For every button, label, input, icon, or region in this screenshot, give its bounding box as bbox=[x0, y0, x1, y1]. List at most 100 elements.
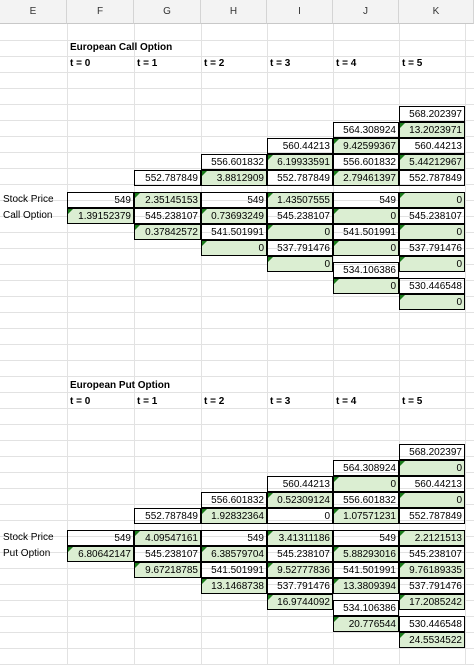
formula-indicator-icon bbox=[400, 595, 405, 600]
put-cell[interactable]: 17.2085242 bbox=[399, 594, 465, 610]
put-cell[interactable]: 560.44213 bbox=[399, 476, 465, 492]
call-cell[interactable]: 541.501991 bbox=[333, 224, 399, 240]
call-cell[interactable]: 541.501991 bbox=[201, 224, 267, 240]
call-cell[interactable]: 0 bbox=[399, 294, 465, 310]
column-header-e[interactable]: E bbox=[0, 0, 67, 24]
put-cell[interactable]: 24.5534522 bbox=[399, 632, 465, 648]
put-cell[interactable]: 20.776544 bbox=[333, 616, 399, 632]
call-cell[interactable]: 9.42599367 bbox=[333, 138, 399, 154]
put-cell[interactable]: 0 bbox=[267, 508, 333, 524]
call-cell[interactable]: 0 bbox=[201, 240, 267, 256]
put-cell[interactable]: 2.2121513 bbox=[399, 530, 465, 546]
put-cell[interactable]: 4.09547161 bbox=[134, 530, 201, 546]
formula-indicator-icon bbox=[268, 563, 273, 568]
put-cell[interactable]: 1.92832364 bbox=[201, 508, 267, 524]
put-cell[interactable]: 16.9744092 bbox=[267, 594, 333, 610]
call-cell[interactable]: 545.238107 bbox=[399, 208, 465, 224]
put-cell[interactable]: 545.238107 bbox=[399, 546, 465, 562]
formula-indicator-icon bbox=[202, 241, 207, 246]
column-header-i[interactable]: I bbox=[267, 0, 333, 24]
put-cell[interactable]: 534.106386 bbox=[333, 600, 399, 616]
call-cell[interactable]: 2.35145153 bbox=[134, 192, 201, 208]
call-cell[interactable]: 560.44213 bbox=[267, 138, 333, 154]
put-cell[interactable]: 541.501991 bbox=[201, 562, 267, 578]
put-cell[interactable]: 3.41311186 bbox=[267, 530, 333, 546]
put-cell[interactable]: 0.52309124 bbox=[267, 492, 333, 508]
put-cell[interactable]: 549 bbox=[67, 530, 134, 546]
call-cell[interactable]: 0 bbox=[267, 256, 333, 272]
put-cell[interactable]: 9.52777836 bbox=[267, 562, 333, 578]
call-cell[interactable]: 552.787849 bbox=[267, 170, 333, 186]
call-cell[interactable]: 1.43507555 bbox=[267, 192, 333, 208]
call-cell[interactable]: 534.106386 bbox=[333, 262, 399, 278]
put-cell[interactable]: 549 bbox=[201, 530, 267, 546]
put-cell[interactable]: 545.238107 bbox=[267, 546, 333, 562]
put-cell[interactable]: 530.446548 bbox=[399, 616, 465, 632]
call-time-header-5: t = 5 bbox=[402, 58, 423, 69]
put-cell[interactable]: 537.791476 bbox=[267, 578, 333, 594]
put-cell[interactable]: 0 bbox=[399, 492, 465, 508]
call-cell[interactable]: 0 bbox=[399, 192, 465, 208]
call-cell[interactable]: 537.791476 bbox=[399, 240, 465, 256]
call-cell[interactable]: 0 bbox=[399, 224, 465, 240]
formula-indicator-icon bbox=[400, 461, 405, 466]
call-cell[interactable]: 6.19933591 bbox=[267, 154, 333, 170]
call-cell[interactable]: 537.791476 bbox=[267, 240, 333, 256]
formula-indicator-icon bbox=[135, 225, 140, 230]
column-header-k[interactable]: K bbox=[399, 0, 474, 24]
put-cell[interactable]: 541.501991 bbox=[333, 562, 399, 578]
put-cell[interactable]: 549 bbox=[333, 530, 399, 546]
put-cell[interactable]: 13.1468738 bbox=[201, 578, 267, 594]
call-cell[interactable]: 0 bbox=[333, 278, 399, 294]
call-time-header-2: t = 2 bbox=[204, 58, 225, 69]
call-cell[interactable]: 0.73693249 bbox=[201, 208, 267, 224]
put-cell[interactable]: 13.3809394 bbox=[333, 578, 399, 594]
put-cell[interactable]: 564.308924 bbox=[333, 460, 399, 476]
call-cell[interactable]: 0.37842572 bbox=[134, 224, 201, 240]
column-header-j[interactable]: J bbox=[333, 0, 399, 24]
put-cell[interactable]: 5.88293016 bbox=[333, 546, 399, 562]
call-cell[interactable]: 564.308924 bbox=[333, 122, 399, 138]
call-cell[interactable]: 0 bbox=[333, 208, 399, 224]
put-cell[interactable]: 552.787849 bbox=[399, 508, 465, 524]
put-cell[interactable]: 0 bbox=[333, 476, 399, 492]
put-cell[interactable]: 552.787849 bbox=[134, 508, 201, 524]
call-cell[interactable]: 556.601832 bbox=[333, 154, 399, 170]
column-header-h[interactable]: H bbox=[201, 0, 267, 24]
call-cell[interactable]: 0 bbox=[267, 224, 333, 240]
call-cell[interactable]: 3.8812909 bbox=[201, 170, 267, 186]
put-cell[interactable]: 6.38579704 bbox=[201, 546, 267, 562]
put-cell[interactable]: 9.67218785 bbox=[134, 562, 201, 578]
call-cell[interactable]: 552.787849 bbox=[134, 170, 201, 186]
call-cell[interactable]: 549 bbox=[201, 192, 267, 208]
call-cell[interactable]: 13.2023971 bbox=[399, 122, 465, 138]
call-cell[interactable]: 552.787849 bbox=[399, 170, 465, 186]
put-cell[interactable]: 545.238107 bbox=[134, 546, 201, 562]
call-cell[interactable]: 560.44213 bbox=[399, 138, 465, 154]
call-cell[interactable]: 549 bbox=[333, 192, 399, 208]
put-cell[interactable]: 0 bbox=[399, 460, 465, 476]
call-cell[interactable]: 545.238107 bbox=[267, 208, 333, 224]
put-cell[interactable]: 537.791476 bbox=[399, 578, 465, 594]
put-cell[interactable]: 9.76189335 bbox=[399, 562, 465, 578]
put-cell[interactable]: 556.601832 bbox=[201, 492, 267, 508]
put-cell[interactable]: 6.80642147 bbox=[67, 546, 134, 562]
column-header-f[interactable]: F bbox=[67, 0, 134, 24]
call-cell[interactable]: 545.238107 bbox=[134, 208, 201, 224]
put-cell[interactable]: 560.44213 bbox=[267, 476, 333, 492]
formula-indicator-icon bbox=[400, 295, 405, 300]
call-cell[interactable]: 1.39152379 bbox=[67, 208, 134, 224]
call-cell[interactable]: 568.202397 bbox=[399, 106, 465, 122]
put-cell[interactable]: 1.07571231 bbox=[333, 508, 399, 524]
put-cell[interactable]: 568.202397 bbox=[399, 444, 465, 460]
call-cell[interactable]: 2.79461397 bbox=[333, 170, 399, 186]
call-cell[interactable]: 0 bbox=[399, 256, 465, 272]
column-header-g[interactable]: G bbox=[134, 0, 201, 24]
call-cell[interactable]: 5.44212967 bbox=[399, 154, 465, 170]
call-cell[interactable]: 556.601832 bbox=[201, 154, 267, 170]
call-cell[interactable]: 549 bbox=[67, 192, 134, 208]
put-cell[interactable]: 556.601832 bbox=[333, 492, 399, 508]
call-cell[interactable]: 530.446548 bbox=[399, 278, 465, 294]
call-cell[interactable]: 0 bbox=[333, 240, 399, 256]
